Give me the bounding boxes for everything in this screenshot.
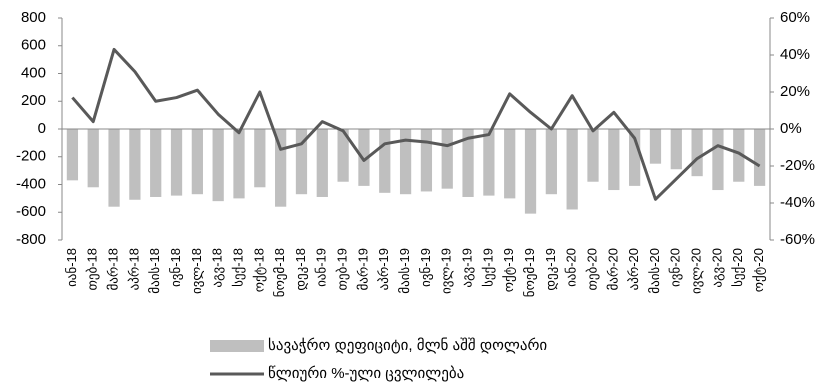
legend-label: წლიური %-ული ცვლილება <box>268 365 464 382</box>
x-tick-label: ივნ-19 <box>418 248 434 287</box>
x-tick-label: სექ-19 <box>480 248 496 287</box>
x-tick-label: აპრ-19 <box>376 248 391 290</box>
x-tick-label: მარ-20 <box>605 248 620 291</box>
bar <box>212 129 224 202</box>
y-tick-label: -400 <box>16 175 46 192</box>
bar <box>504 129 516 199</box>
x-tick-label: მაის-18 <box>147 248 162 294</box>
bar <box>233 129 245 199</box>
x-tick-label: თებ-18 <box>85 248 101 291</box>
y2-tick-label: -40% <box>780 194 815 211</box>
bar <box>66 129 79 181</box>
bar <box>379 129 391 193</box>
bar <box>358 129 370 186</box>
x-tick-label: ივლ-20 <box>689 248 705 294</box>
bar <box>254 129 266 188</box>
x-tick-label: მარ-18 <box>105 248 120 291</box>
y-tick-label: -800 <box>16 231 46 248</box>
bar <box>399 129 412 195</box>
bar <box>629 129 641 186</box>
y-tick-label: 800 <box>21 9 46 26</box>
x-tick-label: მაის-20 <box>647 248 662 294</box>
bar <box>608 129 620 191</box>
legend-label: სავაჭრო დეფიციტი, მლნ აშშ დოლარი <box>268 337 547 354</box>
bar <box>483 129 495 196</box>
y2-tick-label: 60% <box>780 9 810 26</box>
bar <box>733 129 745 182</box>
y2-tick-label: 20% <box>780 83 810 100</box>
x-tick-label: თებ-20 <box>584 248 600 291</box>
bar <box>170 129 183 196</box>
x-tick-label: ნოემ-18 <box>272 248 288 297</box>
bar <box>753 129 766 186</box>
bar <box>587 129 599 182</box>
bar <box>712 129 724 191</box>
x-tick-label: იან-20 <box>564 248 579 287</box>
x-tick-label: სექ-18 <box>230 248 246 287</box>
bar <box>649 129 662 164</box>
x-tick-label: ოქტ-19 <box>501 248 517 292</box>
x-tick-label: სექ-20 <box>730 248 746 287</box>
x-tick-label: მარ-19 <box>355 248 370 291</box>
bar <box>337 129 349 182</box>
legend-swatch <box>210 340 264 352</box>
bar <box>524 129 537 214</box>
bar <box>87 129 99 188</box>
y2-tick-label: 40% <box>780 46 810 63</box>
bar <box>691 129 703 177</box>
x-tick-label: აგვ-18 <box>210 248 226 288</box>
bar <box>108 129 120 207</box>
x-tick-label: აგვ-19 <box>459 248 475 288</box>
x-tick-label: თებ-19 <box>335 248 351 291</box>
x-tick-label: დეკ-19 <box>543 248 559 291</box>
bar <box>670 129 682 170</box>
y-tick-label: 0 <box>38 120 46 137</box>
x-tick-label: იან-19 <box>314 248 329 287</box>
x-tick-label: იან-18 <box>64 248 79 287</box>
x-tick-label: დეკ-18 <box>293 248 309 291</box>
bar <box>462 129 474 197</box>
y2-tick-label: -20% <box>780 157 815 174</box>
x-tick-label: ივლ-18 <box>189 248 205 294</box>
x-tick-label: ივლ-19 <box>439 248 455 294</box>
bar <box>316 129 328 197</box>
y-tick-label: 400 <box>21 64 46 81</box>
x-tick-label: ივნ-18 <box>168 248 184 287</box>
x-tick-label: ოქტ-18 <box>251 248 267 292</box>
bar <box>191 129 203 195</box>
x-tick-label: ივნ-20 <box>668 248 684 287</box>
bar <box>275 129 287 207</box>
x-tick-label: ნოემ-19 <box>522 248 538 297</box>
bar <box>545 129 557 195</box>
bar <box>150 129 162 197</box>
x-tick-label: ოქტ-20 <box>751 248 767 292</box>
bar <box>295 129 308 195</box>
y-tick-label: 600 <box>21 37 46 54</box>
y2-tick-label: -60% <box>780 231 815 248</box>
y2-tick-label: 0% <box>780 120 802 137</box>
y-tick-label: -200 <box>16 148 46 165</box>
y-tick-label: 200 <box>21 92 46 109</box>
bar <box>566 129 578 210</box>
x-tick-label: აგვ-20 <box>709 248 725 288</box>
x-tick-label: აპრ-20 <box>626 248 641 290</box>
line <box>71 47 761 201</box>
bar <box>420 129 433 192</box>
bar <box>441 129 453 189</box>
bar <box>129 129 141 200</box>
x-tick-label: აპრ-18 <box>126 248 141 290</box>
y-tick-label: -600 <box>16 203 46 220</box>
x-tick-label: მაის-19 <box>397 248 412 294</box>
